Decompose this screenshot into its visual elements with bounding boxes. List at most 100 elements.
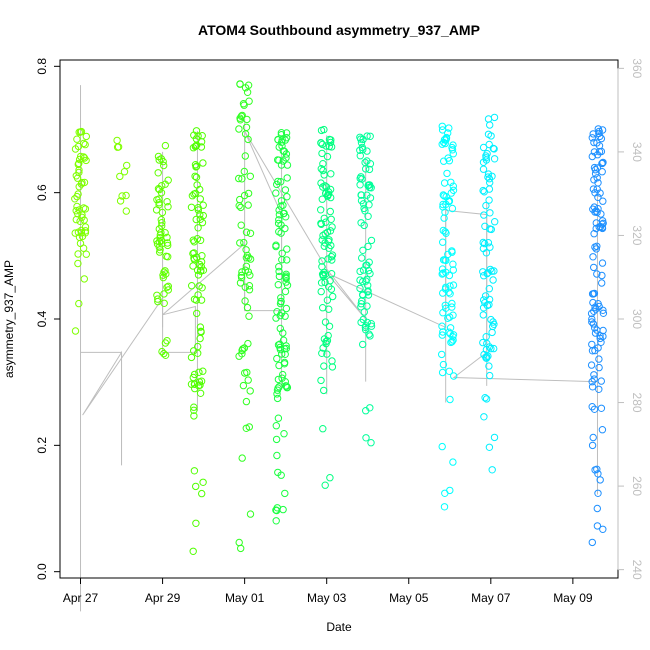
data-point (360, 221, 368, 230)
data-point (439, 238, 447, 246)
data-point (237, 544, 245, 553)
data-point (481, 292, 490, 300)
data-point (438, 331, 446, 339)
data-point (357, 318, 365, 327)
data-point (590, 148, 599, 156)
data-point (446, 290, 454, 298)
data-point (588, 340, 596, 349)
data-point (486, 265, 494, 274)
data-point (445, 197, 453, 205)
data-point (281, 186, 290, 194)
data-point (327, 193, 335, 202)
data-point (479, 165, 488, 173)
data-point (328, 256, 336, 264)
data-point (322, 183, 331, 191)
data-point (278, 249, 286, 258)
data-point (486, 209, 494, 217)
data-point (242, 424, 251, 432)
data-point (272, 189, 280, 197)
y-tick-label: 0.2 (35, 437, 49, 454)
y2-tick-label: 360 (630, 58, 644, 78)
data-point (480, 413, 488, 421)
data-point (328, 251, 337, 259)
data-point (593, 522, 602, 530)
data-point (79, 244, 88, 252)
data-point (75, 155, 84, 164)
data-point (162, 252, 170, 260)
data-point (192, 482, 200, 491)
data-point (277, 178, 285, 186)
data-point (442, 283, 450, 291)
data-point (356, 174, 364, 183)
data-point (441, 208, 449, 216)
data-point (273, 504, 281, 512)
data-point (447, 178, 455, 187)
data-point (190, 406, 198, 414)
data-point (594, 489, 602, 497)
data-point (594, 470, 602, 478)
data-point (485, 196, 493, 204)
data-point (240, 344, 249, 352)
data-point (440, 136, 449, 144)
data-point (160, 349, 168, 358)
data-point (326, 227, 335, 235)
data-point (74, 228, 83, 236)
data-point (358, 254, 366, 262)
data-point (438, 270, 446, 278)
data-point (199, 367, 207, 375)
data-point (80, 154, 89, 162)
y-axis-right: 240 260 280 300 320 340 360 (617, 58, 644, 580)
data-point (75, 299, 83, 308)
data-point (277, 229, 285, 237)
data-point (194, 271, 203, 279)
data-point (485, 362, 493, 370)
data-point (318, 149, 326, 158)
data-point (485, 175, 494, 183)
data-point (328, 357, 336, 365)
data-point (71, 229, 79, 237)
data-point (324, 255, 332, 263)
data-point (122, 191, 130, 200)
y2-tick-label: 300 (630, 309, 644, 329)
data-point (243, 115, 251, 124)
data-point (189, 144, 198, 152)
data-point (590, 375, 598, 383)
data-point (359, 290, 367, 299)
data-point (273, 451, 281, 460)
data-point (244, 376, 252, 384)
data-point (593, 326, 601, 334)
data-point (438, 140, 446, 148)
data-point (197, 267, 205, 275)
data-point (274, 375, 283, 384)
data-point (443, 169, 451, 178)
data-point (484, 170, 493, 178)
data-point (161, 339, 170, 347)
data-point (588, 318, 596, 326)
y-axis: 0.0 0.2 0.4 0.6 0.8 (35, 58, 60, 580)
data-point (319, 425, 327, 433)
data-point (198, 132, 206, 140)
data-point (487, 225, 495, 234)
data-point (282, 129, 291, 137)
data-point (361, 326, 370, 334)
data-point (598, 168, 606, 176)
data-point (319, 183, 327, 191)
data-point (444, 250, 452, 259)
data-point (439, 360, 448, 369)
data-point (274, 135, 282, 144)
data-point (490, 344, 498, 353)
data-point (363, 302, 371, 310)
data-point (278, 374, 286, 382)
data-point (320, 125, 328, 134)
data-point (196, 334, 204, 343)
data-point (366, 132, 374, 141)
data-point (323, 296, 332, 304)
data-point (192, 215, 200, 224)
data-point (326, 474, 334, 482)
data-point (595, 355, 603, 363)
data-point (71, 327, 80, 335)
data-point (235, 174, 243, 183)
data-point (590, 371, 598, 379)
data-point (319, 166, 327, 175)
data-point (479, 304, 488, 312)
